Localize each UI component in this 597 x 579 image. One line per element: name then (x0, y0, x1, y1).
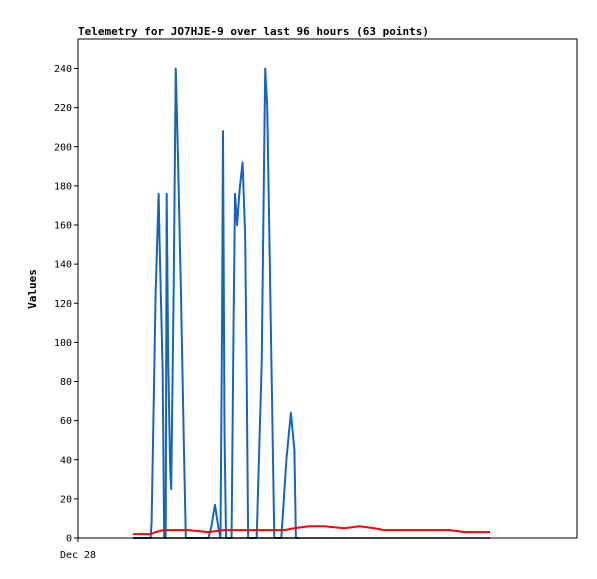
series-line-2 (133, 525, 490, 536)
y-axis-label: Values (26, 269, 39, 309)
series-line-1 (133, 67, 299, 539)
y-tick-label: 60 (60, 416, 72, 427)
y-tick-label: 20 (60, 494, 72, 505)
axis-layer: 0 20 40 60 80 100 120 140 160 180 200 220 240 Dec 28 (54, 64, 96, 561)
y-tick-label: 220 (54, 103, 72, 114)
y-tick-label: 120 (54, 299, 72, 310)
y-tick-label: 180 (54, 181, 72, 192)
y-tick-label: 240 (54, 64, 72, 75)
y-tick-label: 40 (60, 455, 72, 466)
y-tick-label: 0 (66, 534, 72, 545)
y-tick-label: 200 (54, 142, 72, 153)
y-tick-label: 100 (54, 338, 72, 349)
y-tick-label: 140 (54, 260, 72, 271)
plot-area-frame (77, 38, 578, 539)
y-tick-label: 160 (54, 221, 72, 232)
y-tick-label: 80 (60, 377, 72, 388)
x-tick-label: Dec 28 (60, 550, 96, 561)
chart-title: Telemetry for JO7HJE-9 over last 96 hour… (78, 25, 429, 38)
